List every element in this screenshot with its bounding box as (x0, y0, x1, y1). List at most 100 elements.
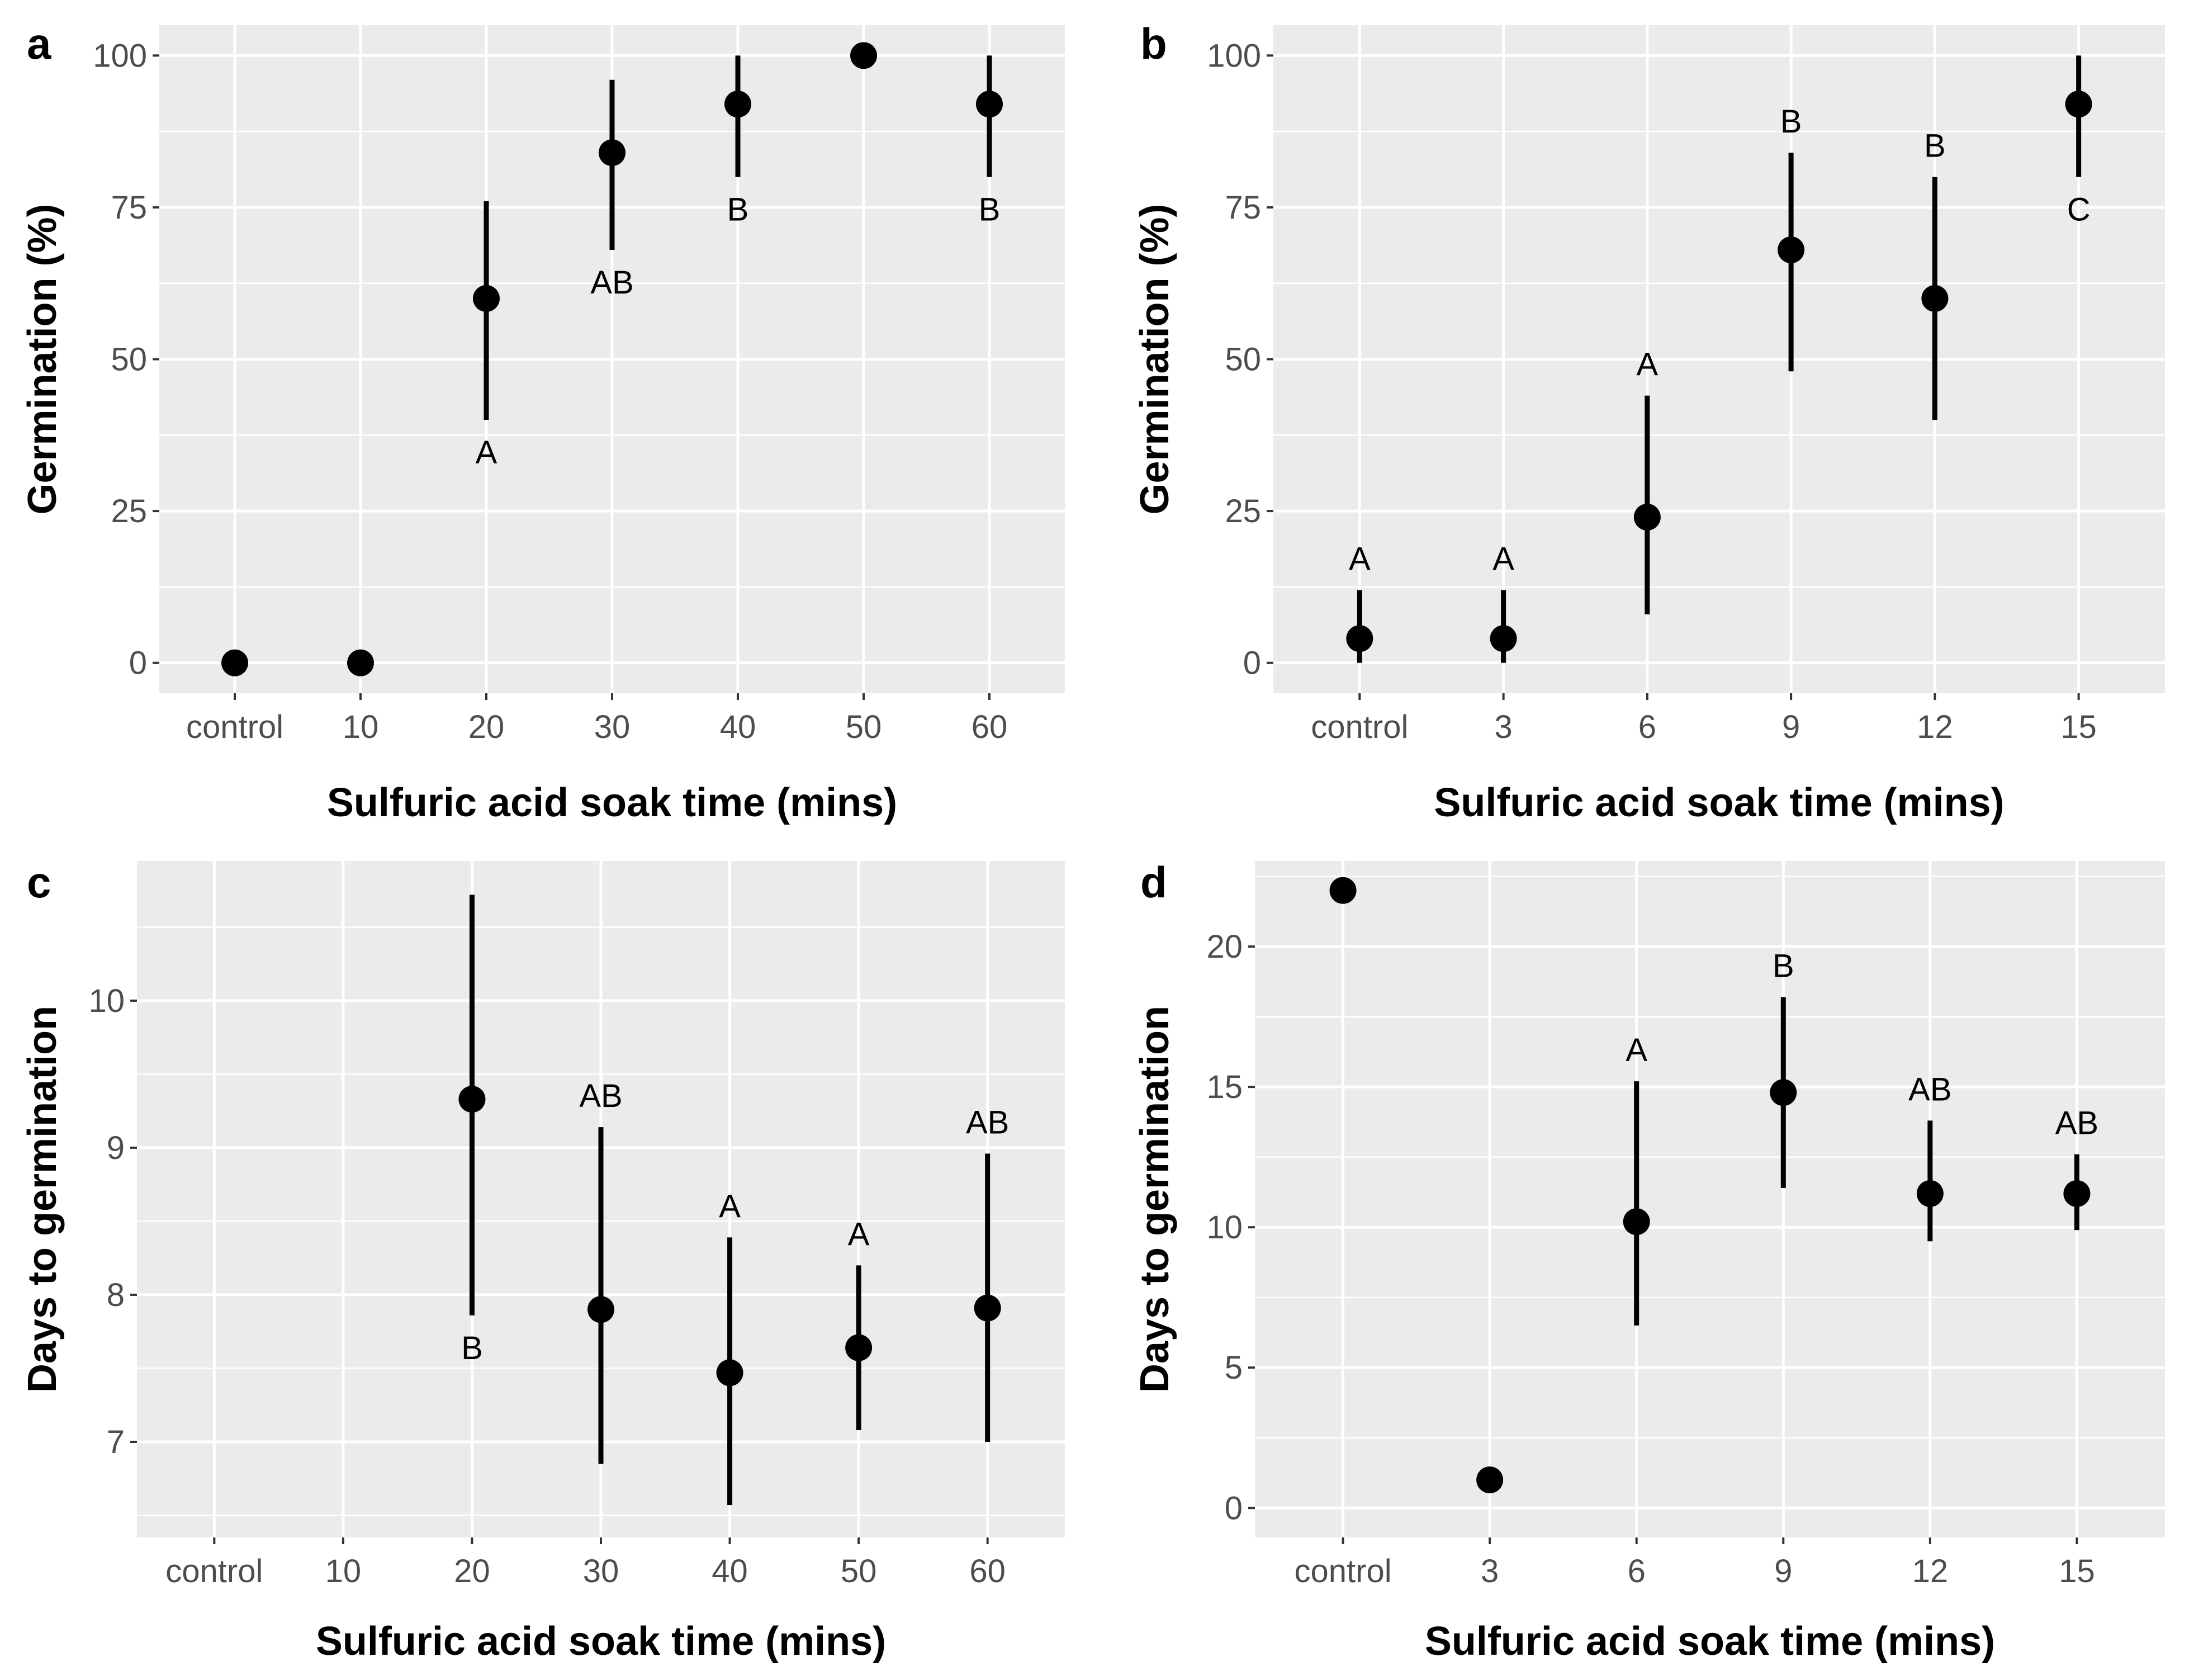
y-tick-label: 50 (111, 342, 147, 378)
data-point (347, 649, 374, 676)
data-point (1921, 285, 1949, 312)
x-tick-label: 12 (1917, 709, 1953, 745)
significance-letter: A (476, 434, 497, 471)
panel-c: 7 8 9 10 control 10 20 30 40 50 60 B AB A A AB c Days to … (20, 858, 1065, 1664)
x-tick-label: 50 (846, 709, 882, 745)
data-point (1476, 1466, 1504, 1494)
panel-letter: b (1140, 19, 1167, 68)
data-point (599, 139, 625, 167)
data-point (458, 1086, 486, 1113)
significance-letter: B (461, 1330, 483, 1366)
x-tick-label: 3 (1481, 1553, 1499, 1589)
data-point (1633, 503, 1661, 531)
x-tick-label: 9 (1774, 1553, 1792, 1589)
significance-letter: A (1637, 347, 1658, 383)
y-tick-label: 7 (107, 1424, 125, 1460)
x-tick-label: 20 (468, 709, 505, 745)
data-point (2063, 1180, 2091, 1207)
panel-a: 0 25 50 75 100 control 10 20 30 40 50 60 A AB B Ba Germi… (20, 19, 1065, 825)
x-tick-label: 15 (2059, 1553, 2095, 1589)
x-tick-label: 40 (720, 709, 756, 745)
x-tick-label: 9 (1782, 709, 1800, 745)
data-point (1490, 625, 1517, 652)
data-point (716, 1359, 743, 1386)
significance-letter: AB (966, 1104, 1009, 1140)
y-tick-label: 25 (1225, 493, 1261, 529)
x-axis-title: Sulfuric acid soak time (mins) (316, 1619, 886, 1664)
data-point (850, 42, 877, 69)
x-tick-label: 3 (1494, 709, 1512, 745)
y-tick-label: 50 (1225, 342, 1261, 378)
y-axis-title: Days to germination (1132, 1006, 1177, 1393)
significance-letter: B (1924, 128, 1946, 164)
significance-letter: AB (2055, 1105, 2098, 1142)
y-axis-title: Germination (%) (20, 204, 65, 514)
data-point (1623, 1208, 1650, 1236)
x-tick-label: control (1295, 1553, 1392, 1589)
x-tick-label: 30 (594, 709, 631, 745)
panel-letter: c (27, 858, 51, 907)
x-tick-label: 15 (2060, 709, 2097, 745)
significance-letter: AB (1908, 1071, 1951, 1108)
x-tick-label: 30 (583, 1553, 619, 1589)
panel-b: 0 25 50 75 100 control 3 6 9 12 15 A A A B B Cb Germinati… (1132, 19, 2165, 825)
x-tick-label: 6 (1638, 709, 1656, 745)
y-tick-label: 75 (1225, 190, 1261, 226)
data-point (724, 91, 751, 118)
x-axis-title: Sulfuric acid soak time (mins) (327, 780, 897, 825)
x-tick-label: 12 (1912, 1553, 1949, 1589)
y-tick-label: 0 (1225, 1490, 1243, 1526)
data-point (221, 649, 248, 676)
significance-letter: AB (579, 1078, 622, 1114)
x-axis-title: Sulfuric acid soak time (mins) (1425, 1619, 1995, 1664)
panel-letter: d (1140, 858, 1167, 907)
y-tick-label: 10 (88, 983, 125, 1019)
significance-letter: A (719, 1188, 741, 1224)
data-point (587, 1296, 614, 1323)
significance-letter: B (1780, 103, 1802, 140)
y-tick-label: 100 (93, 37, 147, 74)
data-point (473, 285, 500, 312)
significance-letter: AB (590, 264, 633, 301)
y-tick-label: 15 (1206, 1069, 1243, 1105)
data-point (1346, 625, 1373, 652)
y-tick-label: 0 (1243, 645, 1261, 682)
y-tick-label: 8 (107, 1277, 125, 1313)
data-point (1770, 1079, 1797, 1106)
y-tick-label: 0 (129, 645, 147, 682)
y-tick-label: 5 (1225, 1350, 1243, 1386)
y-tick-label: 9 (107, 1130, 125, 1166)
y-tick-label: 25 (111, 493, 147, 529)
significance-letter: C (2067, 192, 2091, 228)
y-tick-label: 20 (1206, 929, 1243, 965)
data-point (1916, 1180, 1944, 1207)
x-tick-label: 40 (712, 1553, 748, 1589)
y-axis-title: Germination (%) (1132, 204, 1177, 514)
x-tick-label: 50 (841, 1553, 877, 1589)
significance-letter: A (848, 1216, 870, 1252)
x-tick-label: 6 (1628, 1553, 1646, 1589)
significance-letter: A (1492, 541, 1514, 577)
x-axis-title: Sulfuric acid soak time (mins) (1434, 780, 2004, 825)
data-point (1329, 877, 1357, 904)
y-tick-label: 100 (1207, 37, 1261, 74)
significance-letter: B (1773, 948, 1794, 985)
data-point (1778, 236, 1805, 263)
data-point (845, 1334, 873, 1361)
significance-letter: A (1626, 1032, 1647, 1068)
x-tick-label: control (1311, 709, 1408, 745)
data-point (976, 91, 1003, 118)
panel-letter: a (27, 19, 51, 68)
x-tick-label: 10 (325, 1553, 362, 1589)
data-point (974, 1294, 1001, 1322)
plot-background (1255, 861, 2165, 1537)
y-tick-label: 75 (111, 190, 147, 226)
x-tick-label: control (186, 709, 283, 745)
x-tick-label: 10 (343, 709, 379, 745)
significance-letter: B (979, 192, 1001, 228)
x-tick-label: control (165, 1553, 263, 1589)
x-tick-label: 60 (969, 1553, 1006, 1589)
x-tick-label: 20 (454, 1553, 490, 1589)
